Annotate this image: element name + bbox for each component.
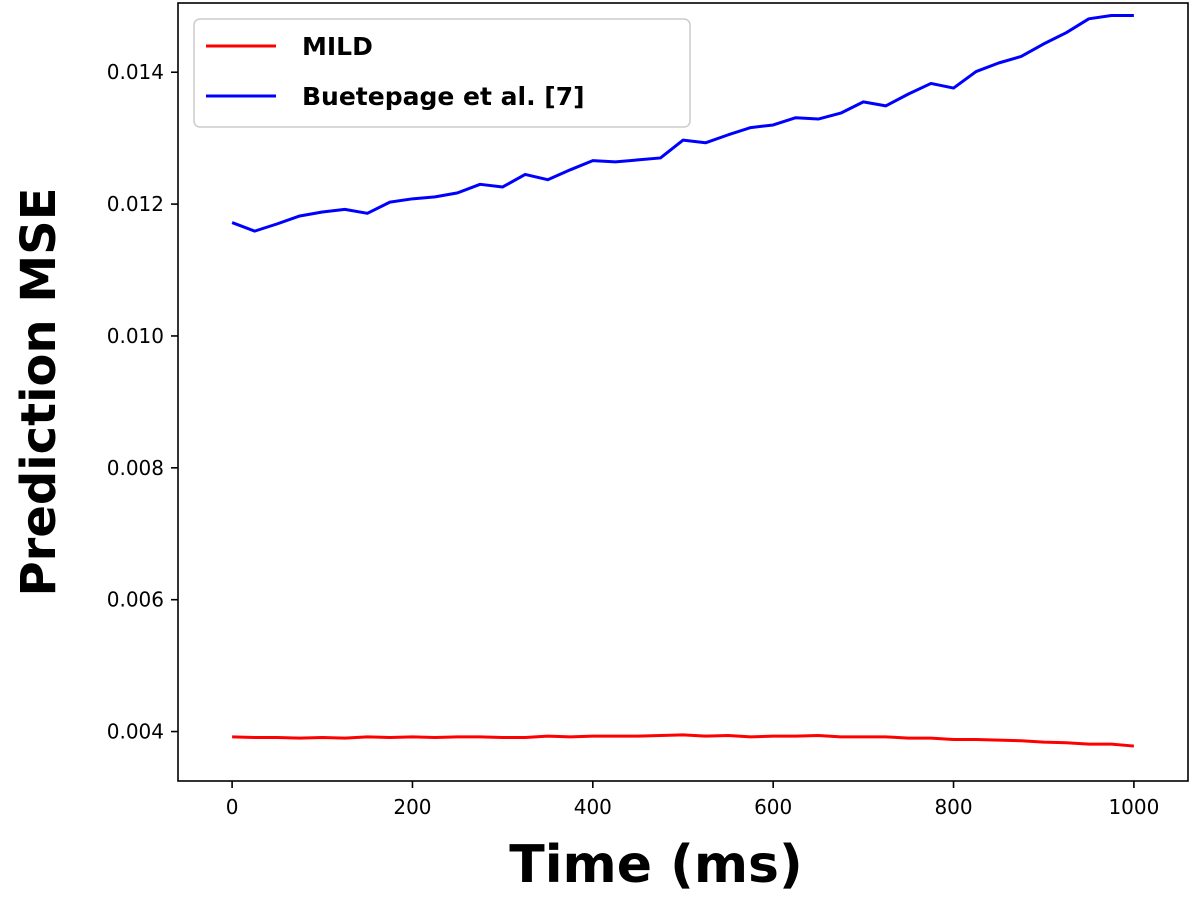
x-axis-title: Time (ms) [509,835,803,895]
legend: MILD Buetepage et al. [7] [193,18,691,128]
x-tick-label: 1000 [1108,795,1159,819]
series-line-0 [232,733,1135,748]
x-tick-label: 200 [393,795,431,819]
ticks-layer: 0 200 400 600 800 1000 0.004 0.006 0.008 0.010 0.0… [107,60,1160,819]
series-line-1 [231,14,1134,233]
y-axis-title: Prediction MSE [11,187,67,596]
plot-frame [177,2,1189,782]
x-tick-label: 0 [226,795,239,819]
legend-label-mild: MILD [302,32,373,61]
y-tick-label: 0.012 [107,192,164,216]
y-tick-label: 0.010 [107,324,164,348]
y-tick-label: 0.008 [107,456,164,480]
legend-box [193,18,691,128]
x-tick-label: 800 [934,795,972,819]
y-tick-label: 0.006 [107,588,164,612]
lines-layer [231,14,1135,748]
y-tick-label: 0.004 [107,720,164,744]
x-tick-label: 400 [574,795,612,819]
x-tick-label: 600 [754,795,792,819]
y-tick-label: 0.014 [107,60,164,84]
legend-label-buetepage: Buetepage et al. [7] [302,82,585,111]
